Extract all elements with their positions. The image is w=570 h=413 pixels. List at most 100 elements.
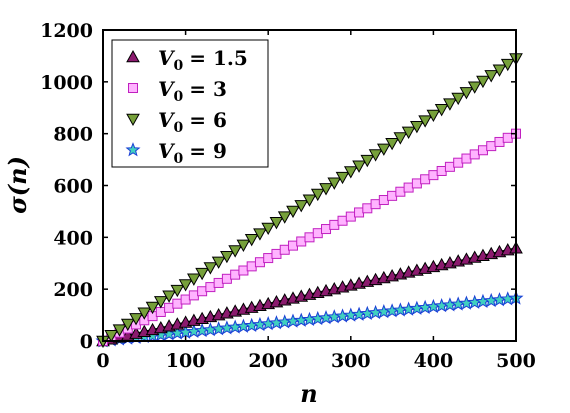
data-point [362,203,373,214]
data-point [145,301,160,315]
legend-label: V0 = 3 [158,77,227,105]
data-point [294,200,309,213]
data-point [230,269,241,280]
data-point [354,207,365,218]
data-point [484,70,499,83]
data-point [279,244,290,255]
y-tick-label: 1200 [40,20,93,42]
data-point [287,240,298,251]
data-point [387,190,398,201]
data-point [319,183,333,196]
x-tick-label: 500 [496,350,536,372]
data-point [376,143,391,156]
data-point [410,121,424,134]
data-point [155,306,166,317]
data-point [180,294,191,305]
data-point [162,290,176,303]
data-point [304,232,315,243]
data-point [271,248,282,259]
legend-marker [126,49,140,63]
data-point [112,324,127,337]
data-point [337,215,348,226]
data-point [486,141,497,152]
legend-label: V0 = 9 [158,139,227,167]
legend-label: V0 = 6 [158,108,227,136]
data-point [221,273,232,284]
data-point [187,273,201,286]
data-point [137,307,152,320]
chart-marks [95,53,524,349]
data-point [477,145,488,156]
series-2 [98,128,521,346]
data-point [195,267,209,281]
data-point [164,302,175,313]
data-point [310,188,325,202]
data-point [286,205,300,219]
data-point [302,194,317,207]
data-point [385,137,399,151]
legend: V0 = 1.5 V0 = 3 V0 = 6 V0 = 9 [111,39,269,168]
data-point [461,153,472,164]
data-point [254,257,265,268]
y-axis-label: σ(n) [3,156,32,214]
y-tick-label: 1000 [40,72,93,94]
data-point [343,166,358,179]
legend-entry-2: V0 = 3 [128,77,227,105]
data-point [420,174,431,185]
data-point [263,253,274,264]
data-point [469,149,480,160]
x-tick-label: 400 [414,350,454,372]
data-point [335,171,350,185]
data-point [312,228,323,239]
data-point [418,115,432,128]
data-point [378,195,389,206]
x-tick-label: 100 [166,350,206,372]
data-point [153,296,168,309]
legend-label: V0 = 1.5 [158,46,248,74]
x-tick-label: 300 [331,350,371,372]
series-1 [96,241,523,347]
x-tick-label: 0 [96,350,109,372]
data-point [500,58,515,72]
data-point [104,330,119,343]
y-tick-label: 600 [53,176,93,198]
data-point [352,160,366,173]
data-point [244,234,259,247]
axis-ticks: 0 100 200 300 400 500 0 200 400 600 800 1000 1200 [40,20,536,372]
legend-marker [128,83,138,93]
data-point [205,282,216,293]
x-axis-label: n [300,379,317,408]
data-point [393,132,408,145]
data-point [277,211,292,224]
data-point [368,149,383,162]
data-point [220,250,234,264]
data-point [321,224,332,235]
data-point [211,256,226,269]
data-point [443,98,457,111]
data-point [203,262,218,275]
data-point [120,318,135,332]
data-point [370,199,381,210]
data-point [253,228,267,241]
data-point [197,286,208,297]
data-point [494,136,505,147]
data-point [213,277,224,288]
data-point [188,290,199,301]
data-point [502,132,513,143]
data-point [178,279,193,292]
data-point [426,109,441,123]
y-tick-label: 200 [53,279,93,301]
data-point [451,92,466,106]
data-point [492,64,507,77]
data-point [228,245,243,258]
data-point [246,261,257,272]
data-point [261,222,276,236]
data-point [476,75,490,89]
data-point [170,284,185,298]
data-point [428,170,439,181]
data-point [172,298,183,309]
y-tick-label: 400 [53,227,93,249]
legend-entry-3: V0 = 6 [126,108,227,136]
data-point [129,313,143,326]
